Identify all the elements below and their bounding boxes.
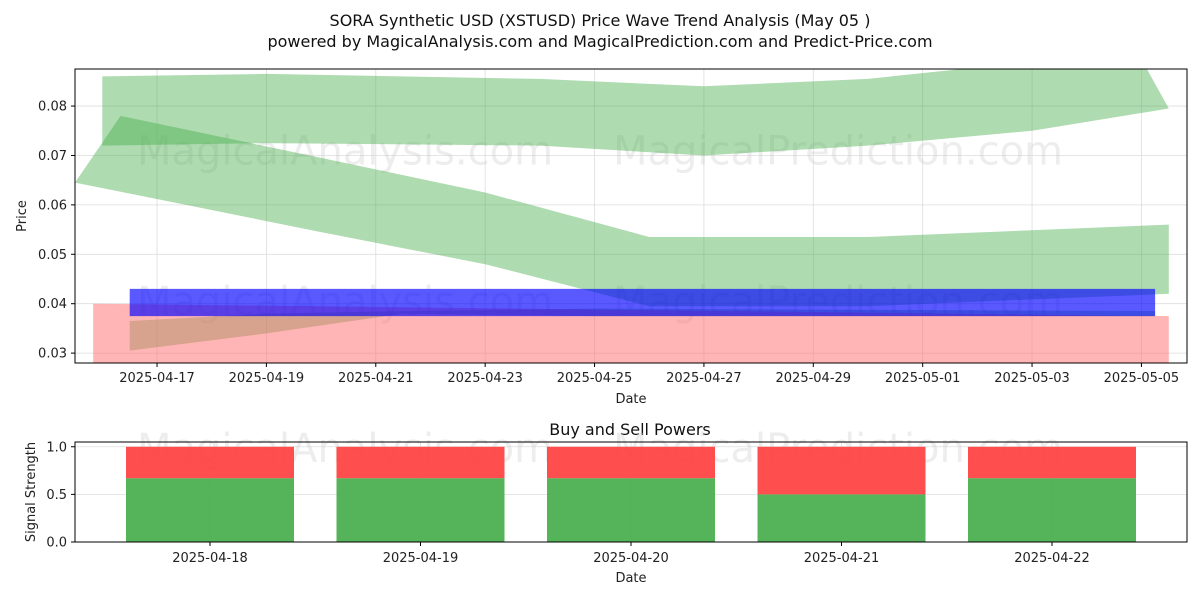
bar-x-tick-label: 2025-04-18 [172, 551, 248, 566]
buy-power-bar [968, 478, 1136, 542]
sell-power-bar [126, 446, 294, 479]
bar-x-tick-label: 2025-04-21 [804, 551, 880, 566]
bar-x-axis-label: Date [615, 571, 646, 586]
bar-plot: MagicalAnalysis.comMagicalPrediction.com… [24, 426, 1188, 586]
main-x-tick-label: 2025-05-01 [885, 371, 961, 386]
bar-x-tick-label: 2025-04-22 [1014, 551, 1090, 566]
main-y-tick-label: 0.07 [38, 149, 67, 164]
bar-y-tick-label: 0.5 [46, 488, 67, 503]
buy-power-bar [336, 478, 505, 542]
price-band-green [75, 115, 1169, 307]
band-group [75, 69, 1169, 363]
bar-x-tick-label: 2025-04-20 [593, 551, 669, 566]
sell-power-bar [757, 446, 926, 495]
main-x-tick-label: 2025-04-23 [447, 371, 523, 386]
main-plot-frame [74, 68, 1188, 364]
main-y-tick-label: 0.03 [38, 347, 67, 362]
watermark-text: MagicalPrediction.com [613, 129, 1063, 175]
sell-power-bar [547, 446, 715, 479]
main-y-tick-label: 0.06 [38, 198, 67, 213]
main-x-tick-label: 2025-04-29 [776, 371, 852, 386]
main-x-tick-label: 2025-04-27 [666, 371, 742, 386]
main-y-axis-label: Price [15, 200, 30, 232]
price-band-red [93, 303, 1169, 363]
buy-power-bar [547, 478, 715, 542]
watermark-text: MagicalAnalysis.com [137, 129, 553, 175]
sell-power-bar [336, 446, 505, 479]
bar-x-tick-label: 2025-04-19 [383, 551, 459, 566]
main-y-tick-label: 0.05 [38, 248, 67, 263]
buy-power-bar [757, 494, 926, 542]
main-x-tick-label: 2025-04-25 [557, 371, 633, 386]
main-x-tick-label: 2025-04-21 [338, 371, 414, 386]
main-x-tick-label: 2025-05-05 [1104, 371, 1180, 386]
chart-title-line2: powered by MagicalAnalysis.com and Magic… [267, 32, 932, 51]
price-band-green [102, 69, 1169, 156]
bottom-chart-title: Buy and Sell Powers [549, 420, 711, 439]
bar-y-tick-label: 0.0 [46, 536, 67, 551]
main-y-tick-label: 0.04 [38, 297, 67, 312]
buy-power-bar [126, 478, 294, 542]
main-x-tick-label: 2025-04-19 [229, 371, 305, 386]
main-x-axis-label: Date [615, 392, 646, 407]
bar-y-axis-label: Signal Strength [24, 442, 39, 542]
main-plot: MagicalAnalysis.com MagicalPrediction.com… [15, 68, 1188, 407]
price-band-blue [129, 288, 1156, 317]
main-x-tick-label: 2025-04-17 [119, 371, 195, 386]
main-x-tick-label: 2025-05-03 [994, 371, 1070, 386]
chart-title-line1: SORA Synthetic USD (XSTUSD) Price Wave T… [330, 11, 871, 30]
main-y-tick-label: 0.08 [38, 100, 67, 115]
sell-power-bar [968, 446, 1136, 479]
bar-y-tick-label: 1.0 [46, 440, 67, 455]
